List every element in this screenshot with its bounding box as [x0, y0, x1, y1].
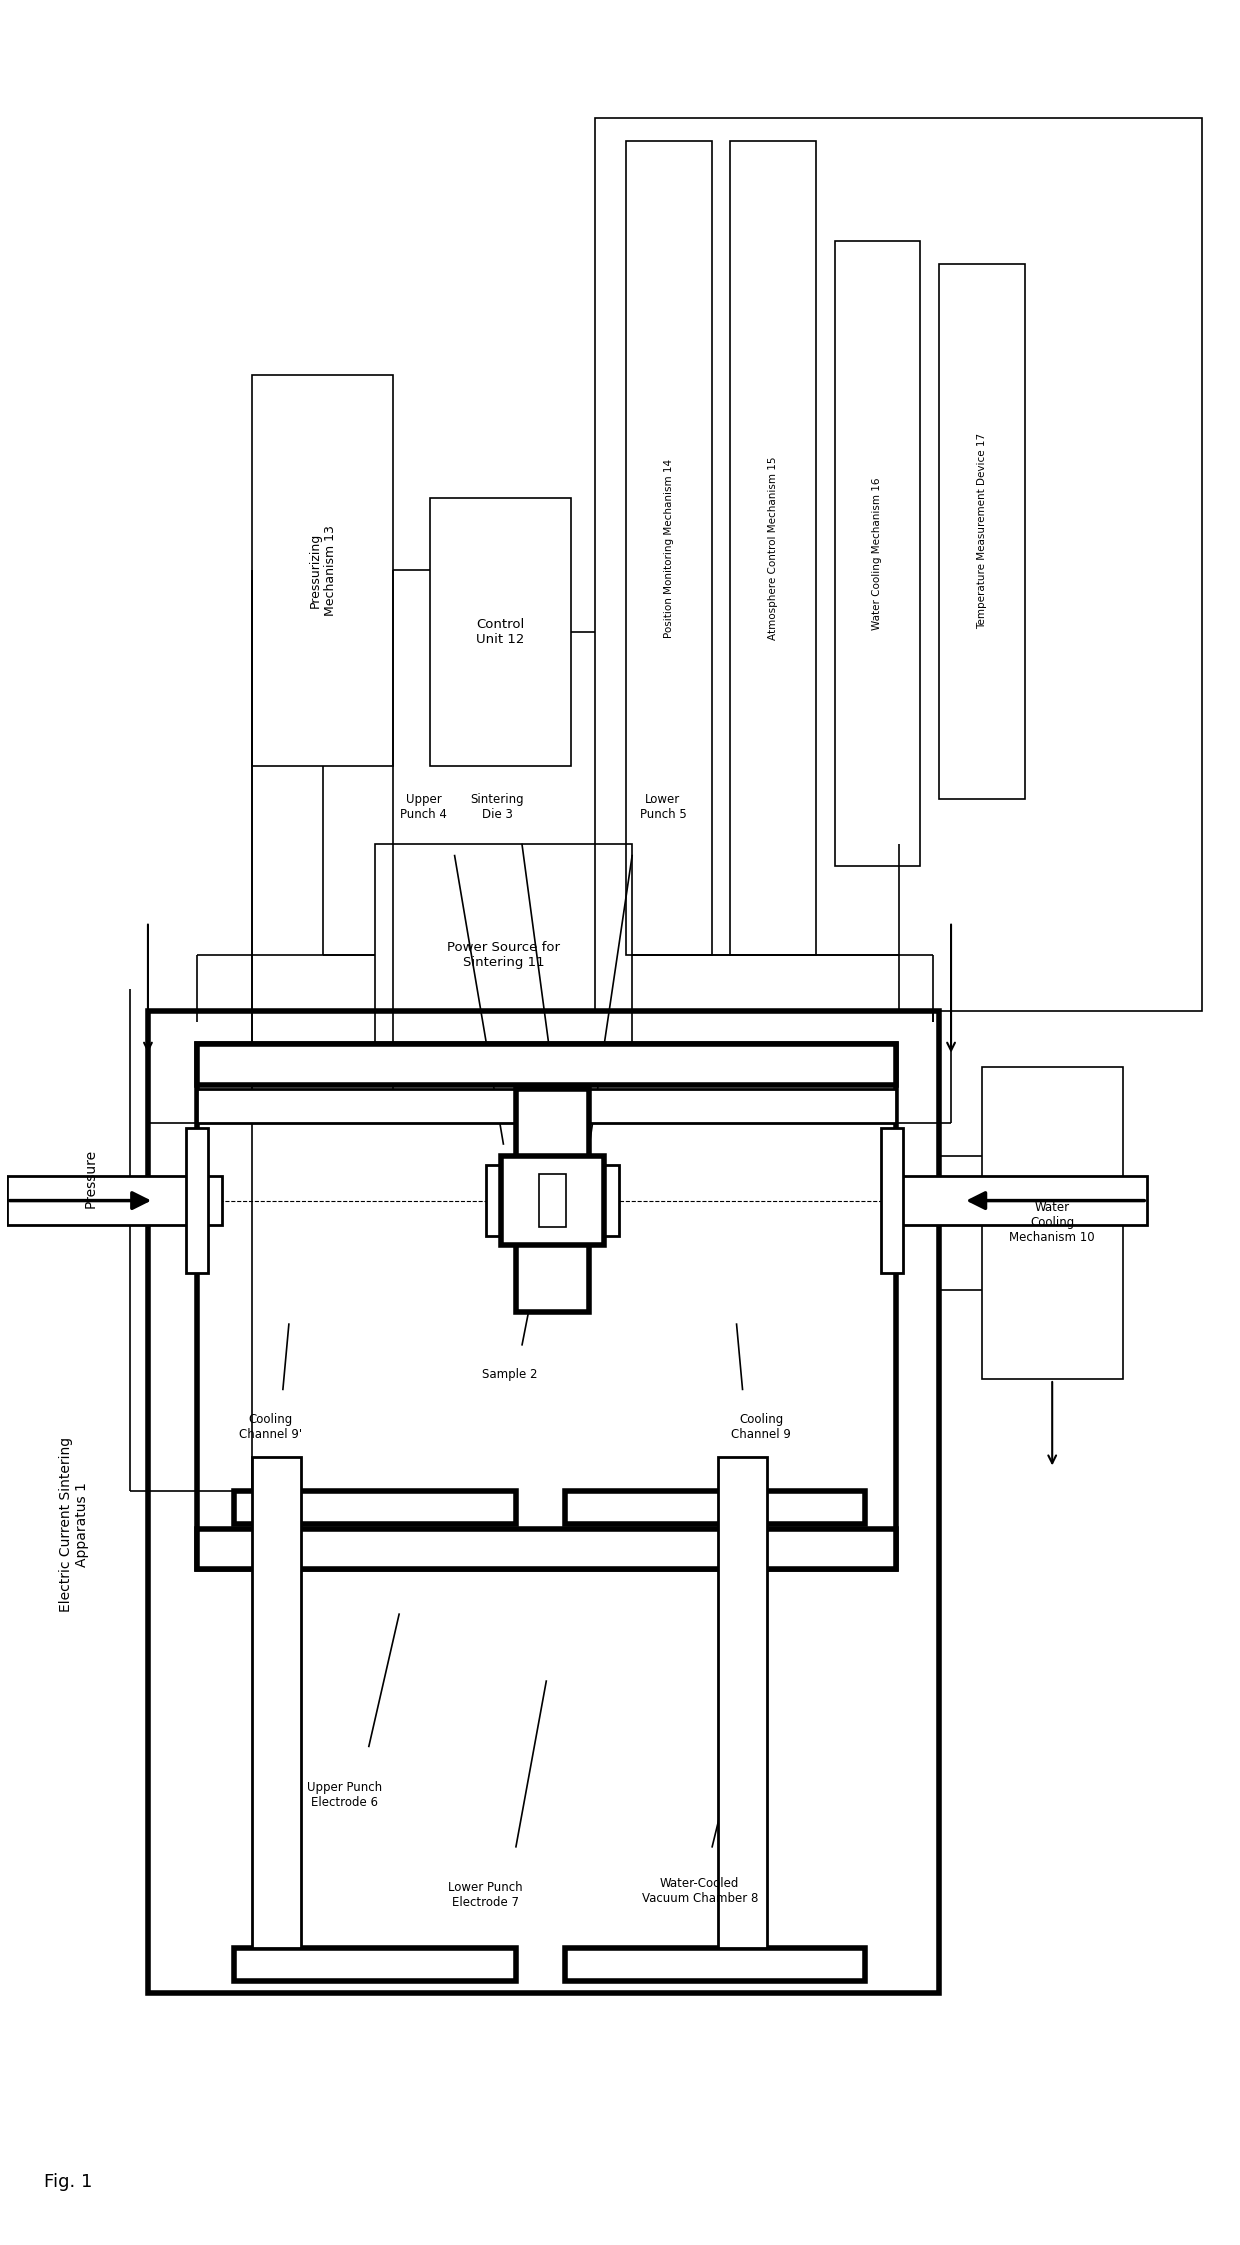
- Bar: [730, 141, 816, 954]
- Bar: [234, 1949, 516, 1982]
- Bar: [718, 1457, 768, 1949]
- Text: Sintering
Die 3: Sintering Die 3: [470, 792, 525, 822]
- Text: Water-Cooled
Vacuum Chamber 8: Water-Cooled Vacuum Chamber 8: [641, 1877, 758, 1904]
- Bar: [516, 1089, 589, 1190]
- Bar: [565, 1949, 866, 1982]
- Bar: [197, 1089, 895, 1122]
- Bar: [939, 263, 1024, 799]
- Bar: [895, 1176, 1147, 1226]
- Text: Electric Current Sintering
Apparatus 1: Electric Current Sintering Apparatus 1: [60, 1437, 89, 1612]
- Bar: [197, 1529, 895, 1569]
- Bar: [595, 119, 1203, 1010]
- Bar: [982, 1066, 1122, 1378]
- Bar: [234, 1491, 516, 1524]
- Text: Power Source for
Sintering 11: Power Source for Sintering 11: [446, 941, 560, 970]
- Text: Temperature Measurement Device 17: Temperature Measurement Device 17: [977, 433, 987, 629]
- Text: Position Monitoring Mechanism 14: Position Monitoring Mechanism 14: [665, 458, 675, 638]
- Bar: [539, 1174, 565, 1228]
- Text: Lower
Punch 5: Lower Punch 5: [640, 792, 686, 822]
- Text: Cooling
Channel 9: Cooling Channel 9: [732, 1412, 791, 1441]
- Bar: [252, 375, 393, 766]
- Text: Fig. 1: Fig. 1: [43, 2173, 92, 2191]
- Bar: [374, 844, 632, 1066]
- Text: Cooling
Channel 9': Cooling Channel 9': [239, 1412, 303, 1441]
- Text: Sample 2: Sample 2: [482, 1367, 537, 1381]
- Bar: [197, 1044, 895, 1569]
- Text: Lower Punch
Electrode 7: Lower Punch Electrode 7: [448, 1881, 522, 1908]
- Text: Pressurizing
Mechanism 13: Pressurizing Mechanism 13: [309, 525, 337, 615]
- Bar: [501, 1156, 604, 1246]
- Bar: [604, 1165, 619, 1237]
- Text: Water Cooling Mechanism 16: Water Cooling Mechanism 16: [873, 478, 883, 631]
- Text: Atmosphere Control Mechanism 15: Atmosphere Control Mechanism 15: [769, 456, 779, 640]
- Bar: [565, 1491, 866, 1524]
- Bar: [486, 1165, 501, 1237]
- Bar: [252, 1457, 301, 1949]
- Bar: [626, 141, 712, 954]
- Bar: [197, 1044, 895, 1084]
- Bar: [835, 240, 920, 867]
- Bar: [882, 1127, 903, 1273]
- Text: Upper
Punch 4: Upper Punch 4: [401, 792, 448, 822]
- Bar: [186, 1127, 208, 1273]
- Bar: [430, 498, 570, 766]
- Text: Pressure: Pressure: [83, 1149, 97, 1208]
- Bar: [516, 1212, 589, 1311]
- Bar: [7, 1176, 222, 1226]
- Bar: [148, 1010, 939, 1994]
- Text: Upper Punch
Electrode 6: Upper Punch Electrode 6: [306, 1780, 382, 1809]
- Text: Water
Cooling
Mechanism 10: Water Cooling Mechanism 10: [1009, 1201, 1095, 1244]
- Text: Control
Unit 12: Control Unit 12: [476, 617, 525, 647]
